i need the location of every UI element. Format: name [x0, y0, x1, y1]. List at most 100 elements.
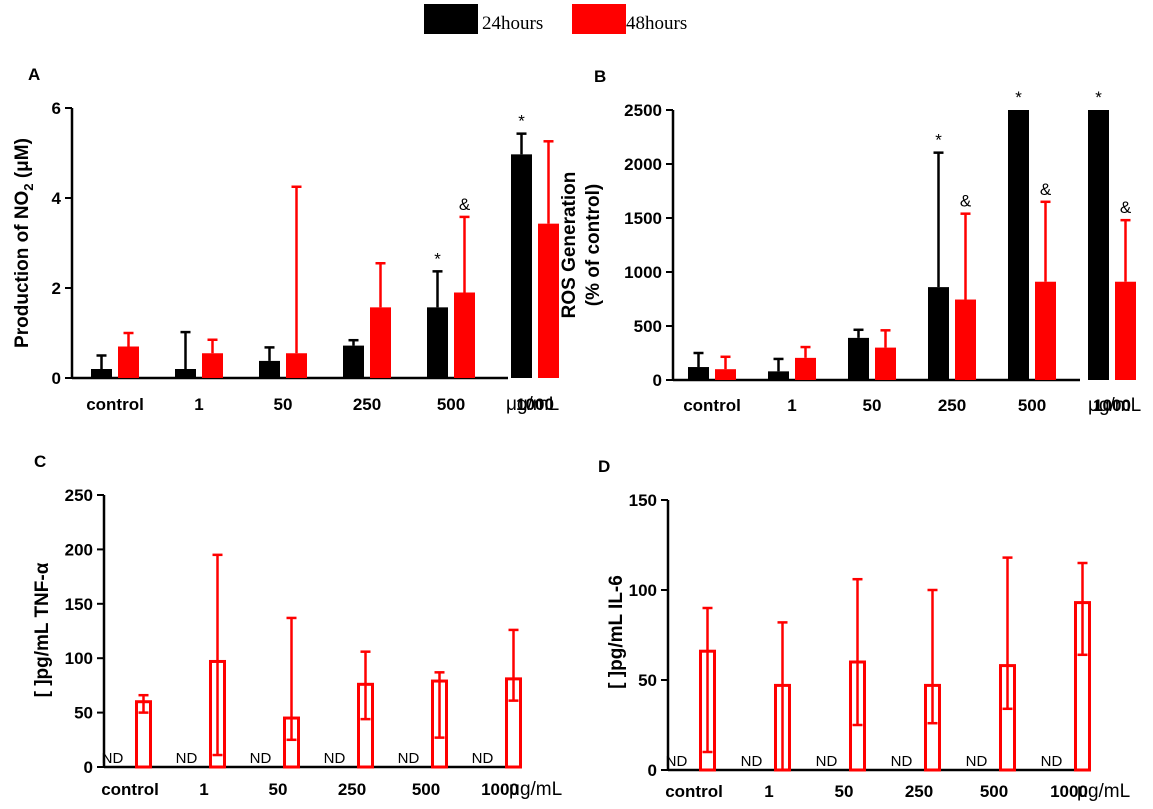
- y-tick-label: 150: [65, 595, 93, 614]
- y-axis-label: Production of NO2 (μM): [12, 138, 36, 348]
- y-tick-label: 2000: [624, 155, 662, 174]
- bar: [511, 154, 532, 378]
- bar: [795, 357, 816, 380]
- y-tick-label: 2: [52, 279, 61, 298]
- y-tick-label: 0: [648, 761, 657, 780]
- bar: [538, 223, 559, 378]
- panel-letter: A: [28, 65, 40, 84]
- x-tick-label: control: [101, 780, 159, 799]
- legend-swatch-24hours: [424, 4, 478, 34]
- y-tick-label: 6: [52, 99, 61, 118]
- x-tick-label: 1000: [481, 780, 519, 799]
- x-tick-label: 50: [835, 782, 854, 801]
- bar: [427, 307, 448, 378]
- x-tick-label: 1: [194, 395, 203, 414]
- bar: [1115, 281, 1136, 380]
- nd-label: ND: [891, 753, 913, 770]
- y-tick-label: 200: [65, 540, 93, 559]
- bar: [91, 369, 112, 378]
- x-tick-label: 1000: [516, 395, 554, 414]
- bar: [928, 287, 949, 380]
- bar: [848, 337, 869, 380]
- x-axis-unit: μg/mL: [1088, 395, 1141, 416]
- legend-swatch-48hours: [572, 4, 626, 34]
- y-tick-label: 500: [634, 317, 662, 336]
- nd-label: ND: [102, 750, 124, 767]
- significance-ampersand: &: [459, 195, 471, 214]
- y-tick-label: 100: [629, 581, 657, 600]
- x-axis-unit: μg/mL: [1077, 781, 1130, 802]
- panel-c: C[ ]pg/mL TNF-α050100150200250controlND1…: [32, 452, 562, 800]
- significance-ampersand: &: [960, 192, 972, 211]
- y-axis-label: [ ]pg/mL IL-6: [606, 575, 627, 689]
- bar: [768, 371, 789, 380]
- y-axis-label: [ ]pg/mL TNF-α: [32, 562, 53, 697]
- nd-label: ND: [324, 750, 346, 767]
- x-tick-label: 500: [437, 395, 465, 414]
- x-tick-label: 50: [863, 396, 882, 415]
- x-tick-label: 1: [199, 780, 208, 799]
- bar: [715, 369, 736, 380]
- significance-asterisk: *: [518, 112, 525, 131]
- bar: [1008, 110, 1029, 380]
- y-tick-label: 2500: [624, 101, 662, 120]
- panel-b: B ROS Generation (% of control) 0 500 1000 150…: [559, 67, 1141, 416]
- bar: [202, 353, 223, 378]
- nd-label: ND: [398, 750, 420, 767]
- x-tick-label: 250: [338, 780, 366, 799]
- significance-asterisk: *: [935, 131, 942, 150]
- bar: [286, 353, 307, 378]
- panel-a: A Production of NO2 (μM) 0 2 4 6 control 1 50 250…: [12, 65, 559, 415]
- nd-label: ND: [176, 750, 198, 767]
- significance-ampersand: &: [1120, 198, 1132, 217]
- nd-label: ND: [816, 753, 838, 770]
- nd-label: ND: [1041, 753, 1063, 770]
- significance-ampersand: &: [1040, 180, 1052, 199]
- y-tick-label: 150: [629, 491, 657, 510]
- y-tick-label: 50: [638, 671, 657, 690]
- x-tick-label: 50: [274, 395, 293, 414]
- nd-label: ND: [741, 753, 763, 770]
- x-tick-label: control: [683, 396, 741, 415]
- legend: 24hours 48hours: [424, 4, 687, 34]
- x-axis-unit: μg/mL: [509, 779, 562, 800]
- y-tick-label: 4: [52, 189, 62, 208]
- nd-label: ND: [250, 750, 272, 767]
- y-tick-label: 250: [65, 486, 93, 505]
- x-tick-label: 500: [412, 780, 440, 799]
- bar: [259, 360, 280, 378]
- y-tick-label: 0: [52, 369, 61, 388]
- panel-d: D[ ]pg/mL IL-6050100150controlND1ND50ND2…: [598, 457, 1130, 802]
- nd-label: ND: [966, 753, 988, 770]
- y-tick-label: 0: [84, 758, 93, 777]
- x-tick-label: 250: [905, 782, 933, 801]
- bar: [1088, 110, 1109, 380]
- x-tick-label: control: [86, 395, 144, 414]
- panel-letter: C: [34, 452, 46, 471]
- y-tick-label: 50: [74, 704, 93, 723]
- y-tick-label: 1500: [624, 209, 662, 228]
- significance-asterisk: *: [1095, 88, 1102, 107]
- panel-letter: B: [594, 67, 606, 86]
- x-tick-label: 50: [269, 780, 288, 799]
- legend-label-48hours: 48hours: [626, 13, 687, 34]
- x-tick-label: 1000: [1093, 396, 1131, 415]
- bar: [1035, 281, 1056, 380]
- x-axis-unit: μg/mL: [506, 394, 559, 415]
- bar: [688, 367, 709, 380]
- x-tick-label: 500: [980, 782, 1008, 801]
- panel-letter: D: [598, 457, 610, 476]
- bar: [370, 307, 391, 378]
- x-tick-label: 250: [938, 396, 966, 415]
- x-tick-label: 500: [1018, 396, 1046, 415]
- significance-asterisk: *: [1015, 88, 1022, 107]
- x-tick-label: 1000: [1050, 782, 1088, 801]
- bar: [875, 347, 896, 380]
- y-axis-label: ROS Generation (% of control): [559, 172, 604, 319]
- x-tick-label: 1: [764, 782, 773, 801]
- nd-label: ND: [472, 750, 494, 767]
- nd-label: ND: [666, 753, 688, 770]
- y-tick-label: 0: [653, 371, 662, 390]
- bar: [454, 292, 475, 378]
